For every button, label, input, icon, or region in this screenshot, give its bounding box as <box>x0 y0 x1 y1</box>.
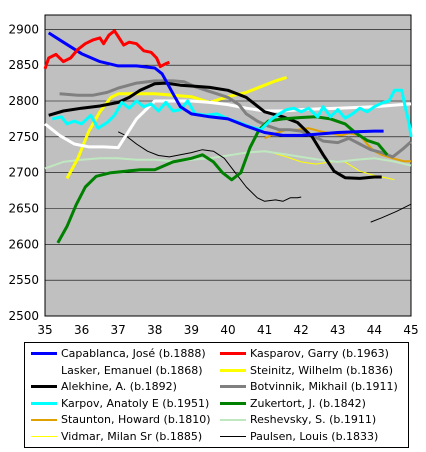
series-layer <box>43 29 413 244</box>
legend-item: Karpov, Anatoly E (b.1951) <box>31 397 209 410</box>
x-tick-label: 40 <box>220 323 235 337</box>
x-tick-label: 43 <box>330 323 345 337</box>
legend-item: Botvinnik, Mikhail (b.1911) <box>220 380 398 393</box>
legend: Capablanca, José (b.1888) Kasparov, Garry… <box>24 342 409 448</box>
legend-label: Staunton, Howard (b.1810) <box>61 413 211 426</box>
series-line <box>44 150 412 170</box>
legend-label: Alekhine, A. (b.1892) <box>61 380 177 393</box>
legend-label: Zukertort, J. (b.1842) <box>250 396 366 410</box>
x-tick-label: 42 <box>294 323 309 337</box>
legend-swatch <box>31 385 57 388</box>
legend-swatch <box>220 401 246 405</box>
y-tick-label: 2750 <box>8 130 39 144</box>
legend-label: Steinitz, Wilhelm (b.1836) <box>250 363 394 377</box>
legend-item: Capablanca, José (b.1888) <box>31 347 206 360</box>
legend-swatch <box>220 385 246 388</box>
legend-item: Alekhine, A. (b.1892) <box>31 380 177 393</box>
y-tick-label: 2800 <box>8 94 39 108</box>
x-tick-label: 36 <box>74 323 89 337</box>
y-tick-label: 2700 <box>8 166 39 180</box>
legend-swatch <box>220 418 246 421</box>
x-tick-label: 38 <box>147 323 162 337</box>
legend-swatch <box>31 352 57 355</box>
legend-swatch <box>31 368 57 372</box>
y-tick-label: 2900 <box>8 22 39 36</box>
legend-item: Lasker, Emanuel (b.1868) <box>31 364 203 377</box>
series-line <box>117 131 302 202</box>
legend-item: Reshevsky, S. (b.1911) <box>220 413 376 426</box>
legend-label: Vidmar, Milan Sr (b.1885) <box>61 429 203 443</box>
y-tick-label: 2600 <box>8 237 39 251</box>
legend-item: Staunton, Howard (b.1810) <box>31 413 211 426</box>
gridlines <box>45 29 411 317</box>
x-tick-label: 39 <box>184 323 199 337</box>
legend-label: Botvinnik, Mikhail (b.1911) <box>250 380 398 393</box>
legend-item: Kasparov, Garry (b.1963) <box>220 347 389 360</box>
legend-swatch <box>31 435 57 437</box>
x-tick-label: 37 <box>111 323 126 337</box>
legend-label: Lasker, Emanuel (b.1868) <box>61 363 203 377</box>
legend-swatch <box>31 418 57 421</box>
series-line <box>47 31 384 137</box>
series-line <box>370 203 412 223</box>
y-tick-label: 2850 <box>8 58 39 72</box>
legend-swatch <box>220 352 246 355</box>
y-tick-label: 2650 <box>8 202 39 216</box>
legend-label: Karpov, Anatoly E (b.1951) <box>61 396 210 410</box>
legend-item: Vidmar, Milan Sr (b.1885) <box>31 430 202 443</box>
legend-item: Paulsen, Louis (b.1833) <box>220 430 378 443</box>
y-tick-label: 2500 <box>8 309 39 323</box>
x-tick-label: 41 <box>257 323 272 337</box>
x-tick-label: 35 <box>37 323 52 337</box>
x-tick-label: 45 <box>403 323 418 337</box>
legend-swatch <box>31 401 57 405</box>
legend-item: Zukertort, J. (b.1842) <box>220 397 366 410</box>
legend-swatch <box>220 435 246 437</box>
legend-label: Paulsen, Louis (b.1833) <box>250 429 379 443</box>
series-line <box>48 81 382 180</box>
y-tick-labels: 2500 2550 2600 2650 2700 2750 2800 2850 2900 <box>8 22 39 323</box>
x-tick-labels: 35 36 37 38 39 40 41 42 43 44 45 <box>37 323 418 337</box>
legend-swatch <box>220 368 246 372</box>
legend-label: Kasparov, Garry (b.1963) <box>250 347 389 360</box>
series-line <box>44 99 412 150</box>
legend-label: Reshevsky, S. (b.1911) <box>250 413 377 426</box>
series-line <box>43 29 170 70</box>
series-line <box>56 115 389 244</box>
legend-label: Capablanca, José (b.1888) <box>61 347 206 360</box>
series-line <box>59 79 412 159</box>
legend-item: Steinitz, Wilhelm (b.1836) <box>220 364 393 377</box>
x-tick-label: 44 <box>367 323 382 337</box>
y-tick-label: 2550 <box>8 273 39 287</box>
